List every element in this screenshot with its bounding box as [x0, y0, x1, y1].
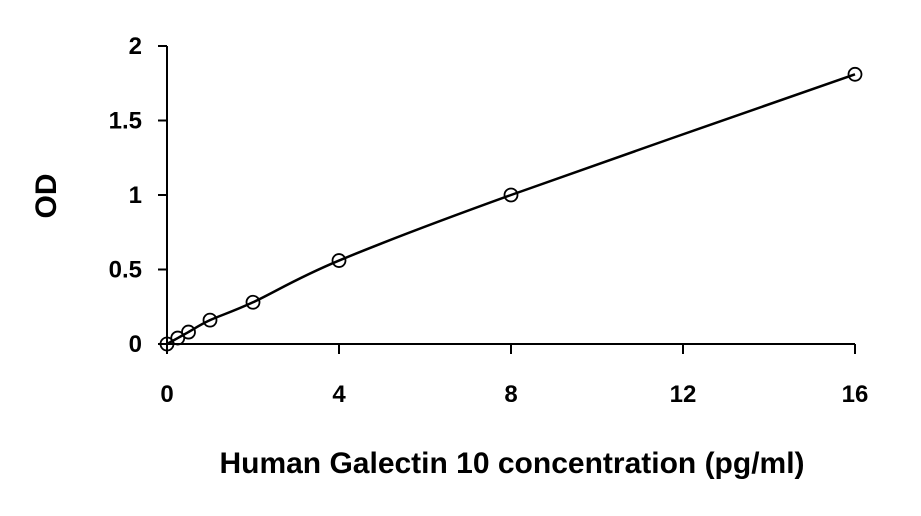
- data-point: [181, 324, 196, 340]
- data-point: [503, 187, 519, 203]
- y-axis-title: OD: [30, 174, 63, 219]
- data-point: [245, 294, 261, 310]
- trend-curve: [166, 73, 856, 346]
- data-point: [847, 66, 863, 82]
- data-point: [202, 312, 218, 328]
- y-tick-label: 0.5: [109, 257, 142, 284]
- data-points: [159, 66, 863, 352]
- x-tick-label: 12: [670, 381, 697, 408]
- x-tick-label: 8: [504, 381, 517, 408]
- y-tick-label: 0: [129, 331, 142, 358]
- x-tick-label: 4: [332, 381, 346, 408]
- x-tick-label: 16: [842, 381, 869, 408]
- ticks: 0 0.5 1 1.5 2 0 4 8 12 16: [109, 33, 869, 408]
- y-tick-label: 1: [129, 182, 142, 209]
- x-axis-title: Human Galectin 10 concentration (pg/ml): [219, 447, 804, 480]
- x-tick-label: 0: [160, 381, 173, 408]
- y-tick-label: 1.5: [109, 108, 142, 135]
- data-point: [331, 253, 347, 268]
- trend-line: [166, 73, 856, 346]
- y-tick-label: 2: [129, 33, 142, 60]
